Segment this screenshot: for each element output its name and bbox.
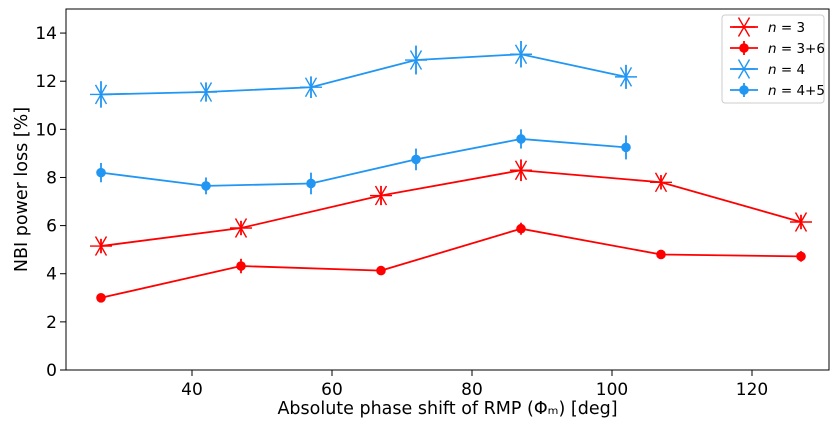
data-point bbox=[90, 84, 112, 105]
data-point bbox=[516, 223, 526, 234]
data-point bbox=[96, 293, 106, 303]
y-tick-label: 10 bbox=[35, 120, 57, 140]
series-line bbox=[100, 227, 802, 299]
legend-label-value: = 3+6 bbox=[777, 41, 825, 57]
data-point bbox=[236, 261, 246, 271]
data-point bbox=[650, 172, 672, 193]
legend-label-value: = 4+5 bbox=[777, 83, 825, 99]
legend-label-variable: n bbox=[768, 20, 777, 36]
y-tick-label: 4 bbox=[46, 265, 57, 285]
legend-label: n = 3+6 bbox=[768, 41, 825, 57]
data-point bbox=[96, 167, 106, 178]
series-n-3-6 bbox=[96, 222, 806, 303]
data-point bbox=[405, 50, 427, 70]
series-line bbox=[100, 138, 627, 187]
legend-item: n = 3+6 bbox=[730, 41, 825, 57]
legend-marker bbox=[733, 59, 755, 79]
y-tick-label: 8 bbox=[46, 168, 57, 188]
y-tick-label: 6 bbox=[46, 217, 57, 237]
series-n-4-5 bbox=[96, 129, 631, 195]
legend: n = 3n = 3+6n = 4n = 4+5 bbox=[721, 14, 825, 104]
y-tick-label: 2 bbox=[46, 313, 57, 333]
legend-label-value: = 4 bbox=[777, 62, 805, 78]
legend-label: n = 4+5 bbox=[768, 83, 825, 99]
legend-item: n = 4+5 bbox=[730, 83, 825, 99]
legend-label-variable: n bbox=[768, 41, 777, 57]
data-point bbox=[306, 178, 316, 189]
data-point bbox=[90, 236, 112, 256]
series-line bbox=[100, 169, 802, 247]
plot-content bbox=[90, 41, 812, 303]
series-line bbox=[100, 53, 627, 96]
data-point bbox=[411, 154, 421, 165]
data-point bbox=[510, 160, 532, 181]
x-tick-label: 40 bbox=[181, 380, 203, 400]
data-point bbox=[370, 185, 392, 206]
data-point bbox=[376, 265, 386, 276]
y-axis-ticks: 0 2 4 6 8 10 12 14 bbox=[35, 24, 66, 381]
x-tick-label: 60 bbox=[321, 380, 343, 400]
data-point bbox=[621, 142, 631, 153]
x-axis-label: Absolute phase shift of RMP (Φₘ) [deg] bbox=[277, 399, 617, 419]
legend-label-variable: n bbox=[768, 83, 777, 99]
x-axis-ticks: 40 60 80 100 120 bbox=[181, 370, 768, 400]
data-point bbox=[300, 77, 322, 98]
data-point bbox=[510, 44, 532, 65]
series-n-4 bbox=[90, 41, 637, 108]
series-n-3 bbox=[90, 159, 812, 256]
x-tick-label: 100 bbox=[596, 380, 628, 400]
data-point bbox=[201, 181, 211, 191]
data-point bbox=[230, 218, 252, 238]
legend-item: n = 4 bbox=[730, 59, 805, 79]
data-point bbox=[516, 134, 526, 144]
legend-label: n = 4 bbox=[768, 62, 805, 78]
data-point bbox=[656, 249, 666, 260]
legend-label-value: = 3 bbox=[777, 20, 805, 36]
data-point bbox=[615, 66, 637, 87]
legend-label-variable: n bbox=[768, 62, 777, 78]
data-point bbox=[796, 251, 806, 262]
legend-box bbox=[721, 14, 825, 104]
y-tick-label: 14 bbox=[35, 24, 57, 44]
legend-marker bbox=[733, 17, 755, 37]
y-tick-label: 0 bbox=[46, 361, 57, 381]
data-point bbox=[195, 82, 217, 102]
data-point bbox=[790, 212, 812, 232]
legend-item: n = 3 bbox=[730, 17, 805, 37]
plot-frame bbox=[65, 8, 830, 371]
y-tick-label: 12 bbox=[35, 72, 57, 92]
legend-label: n = 3 bbox=[768, 20, 805, 36]
x-tick-label: 120 bbox=[736, 380, 768, 400]
x-tick-label: 80 bbox=[461, 380, 483, 400]
y-axis-label: NBI power loss [%] bbox=[12, 107, 32, 272]
